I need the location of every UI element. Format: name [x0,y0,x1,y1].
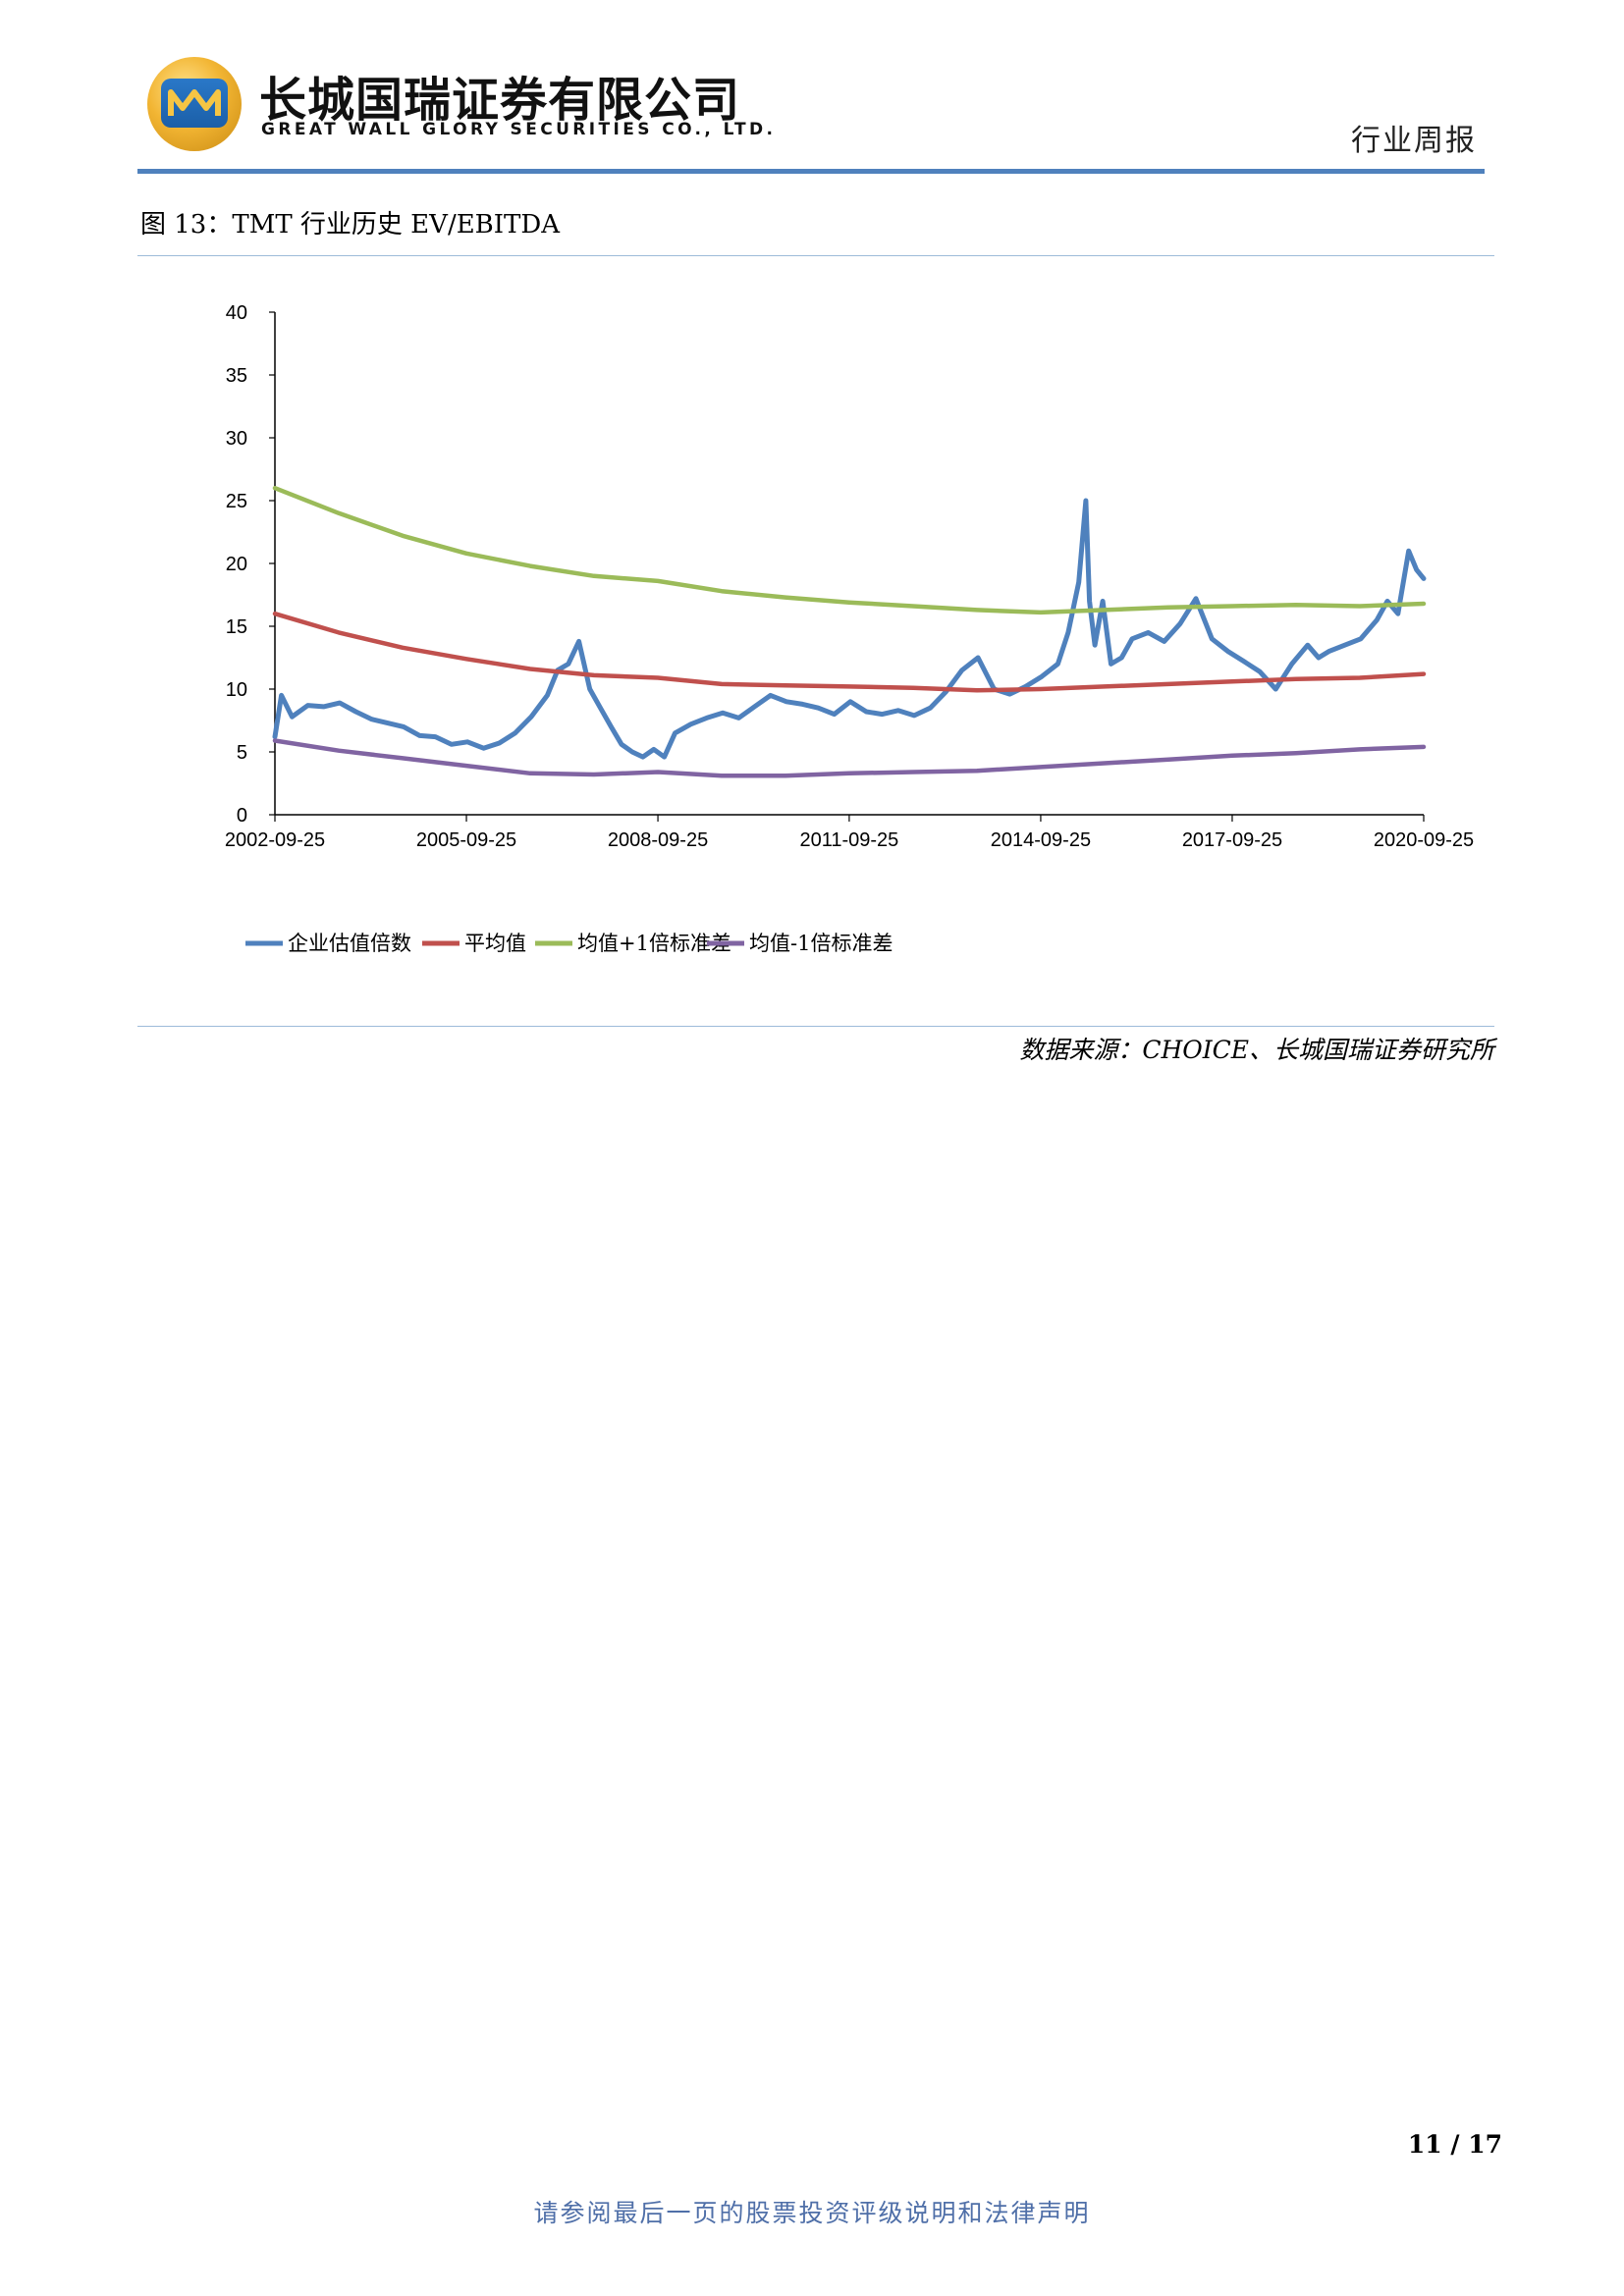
footer-disclaimer: 请参阅最后一页的股票投资评级说明和法律声明 [533,2199,1091,2227]
y-tick-label: 35 [226,365,247,387]
legend-label-3: 均值-1倍标准差 [749,932,893,955]
figure-top-divider [137,255,1494,256]
legend-label-0: 企业估值倍数 [288,932,411,955]
chart-container: 0 5 10 15 20 25 30 35 40 2002-09-25 2005-09-25 2008… [137,265,1512,1001]
figure-title: 图 13：TMT 行业历史 EV/EBITDA [140,210,561,240]
company-logo-icon [147,57,242,151]
y-tick-label: 10 [226,679,247,701]
y-tick-label: 15 [226,616,247,638]
y-tick-label: 30 [226,428,247,450]
x-tick-label: 2011-09-25 [799,829,898,851]
legend-label-2: 均值+1倍标准差 [577,932,731,955]
y-tick-label: 0 [237,805,247,827]
x-tick-label: 2020-09-25 [1374,829,1474,851]
y-tick-label: 20 [226,554,247,575]
legend-label-1: 平均值 [464,932,526,955]
x-tick-label: 2005-09-25 [416,829,516,851]
x-tick-label: 2008-09-25 [608,829,708,851]
figure-bottom-divider [137,1026,1494,1027]
y-tick-label: 40 [226,302,247,324]
company-name-en: GREAT WALL GLORY SECURITIES CO., LTD. [261,120,777,139]
series-line-3 [272,738,1427,778]
x-tick-label: 2017-09-25 [1182,829,1282,851]
series-line-2 [272,485,1427,615]
x-tick-label: 2014-09-25 [991,829,1091,851]
company-name-cn: 长城国瑞证券有限公司 [259,73,741,128]
y-tick-label: 5 [237,742,247,764]
report-type-label: 行业周报 [1351,124,1477,158]
ev-ebitda-chart: 0 5 10 15 20 25 30 35 40 2002-09-25 2005-09-25 2008… [225,302,1474,955]
x-tick-label: 2002-09-25 [225,829,325,851]
series-line-1 [272,611,1427,693]
header-divider [137,169,1485,174]
series-line-0 [272,498,1427,760]
y-tick-label: 25 [226,491,247,512]
page-header: 长城国瑞证券有限公司 GREAT WALL GLORY SECURITIES C… [137,51,1485,179]
data-source-note: 数据来源：CHOICE、长城国瑞证券研究所 [1019,1036,1494,1064]
page-number: 11 / 17 [1407,2130,1502,2159]
